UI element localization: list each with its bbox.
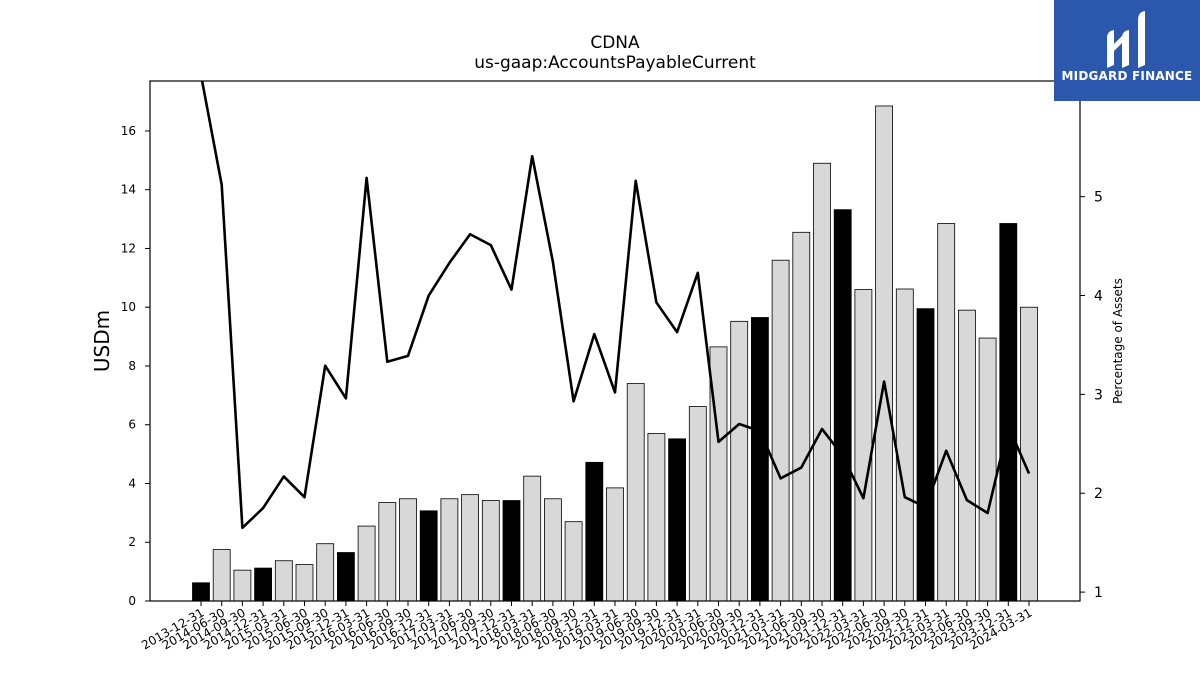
bar-2018-09-30 [564, 521, 583, 602]
bar-2023-09-30 [978, 337, 997, 602]
bar-2020-12-31 [751, 317, 769, 602]
bar-2019-06-30 [626, 383, 645, 602]
y2-tick-label: 2 [1094, 486, 1103, 502]
y-tick-label: 0 [128, 594, 136, 608]
y-tick-label: 4 [128, 476, 136, 490]
bar-2022-12-31 [916, 308, 935, 602]
y-tick-label: 8 [128, 359, 136, 373]
y-tick-label: 12 [121, 241, 136, 255]
bar-2019-12-31 [668, 438, 686, 602]
bar-2017-12-31 [502, 500, 521, 602]
x-axis: 2013-12-312014-06-302014-09-302014-12-31… [139, 601, 1035, 652]
bar-2017-06-30 [461, 494, 480, 602]
bar-2014-09-30 [233, 569, 252, 602]
bar-2023-06-30 [958, 309, 976, 602]
y-tick-label: 10 [121, 300, 136, 314]
y-axis-label-right: Percentage of Assets [1111, 278, 1125, 404]
bar-2022-03-31 [854, 289, 873, 602]
bar-2023-12-31 [999, 223, 1018, 602]
line-series [200, 81, 1031, 530]
bar-2021-09-30 [813, 162, 831, 602]
bar-2017-03-31 [440, 498, 459, 602]
bar-2016-12-31 [419, 510, 438, 602]
y2-tick-label: 1 [1094, 585, 1103, 601]
bar-2015-06-30 [295, 564, 314, 602]
bar-2013-12-31 [192, 582, 210, 602]
chart-title: CDNA [590, 33, 640, 53]
bar-2021-03-31 [771, 259, 790, 602]
bar-2022-06-30 [875, 105, 893, 602]
bar-2024-03-31 [1020, 306, 1038, 602]
midgard-logo-icon [1107, 11, 1145, 68]
y2-tick-label: 3 [1094, 387, 1103, 403]
bar-2016-03-31 [357, 525, 376, 602]
bar-2015-12-31 [336, 552, 355, 602]
bar-2018-06-30 [544, 498, 562, 602]
bar-2015-09-30 [316, 543, 335, 602]
bar-2018-03-31 [523, 475, 542, 602]
bar-2014-12-31 [254, 567, 273, 602]
chart-subtitle: us-gaap:AccountsPayableCurrent [474, 53, 756, 73]
bar-series [192, 105, 1038, 602]
y-tick-label: 2 [128, 535, 136, 549]
bar-2016-06-30 [378, 502, 397, 602]
y2-tick-label: 5 [1094, 190, 1103, 206]
y-axis-right: 1 2 3 4 5 [1080, 190, 1103, 601]
y-axis-label-left: USDm [90, 310, 114, 372]
bar-2020-09-30 [730, 320, 749, 602]
bar-2020-03-31 [688, 406, 707, 602]
logo-text: MIDGARD FINANCE [1061, 69, 1193, 83]
bar-2019-09-30 [647, 433, 666, 602]
bar-2018-12-31 [585, 461, 604, 602]
y-tick-label: 14 [121, 183, 136, 197]
bar-2019-03-31 [606, 487, 624, 602]
bar-2021-12-31 [833, 209, 852, 602]
y-axis-left: 0 2 4 6 8 10 12 14 16 [121, 124, 150, 608]
y2-tick-label: 4 [1094, 289, 1103, 305]
brand-logo: MIDGARD FINANCE [1054, 0, 1200, 101]
bar-2017-09-30 [481, 500, 500, 602]
y-tick-label: 16 [121, 124, 136, 138]
bar-2023-03-31 [937, 223, 956, 602]
percentage-line [200, 81, 1031, 530]
y-tick-label: 6 [128, 418, 136, 432]
bar-2022-09-30 [895, 288, 914, 602]
bar-2015-03-31 [274, 560, 293, 602]
bar-2014-06-30 [212, 549, 231, 602]
bar-2016-09-30 [399, 498, 417, 602]
bar-2021-06-30 [792, 231, 811, 602]
